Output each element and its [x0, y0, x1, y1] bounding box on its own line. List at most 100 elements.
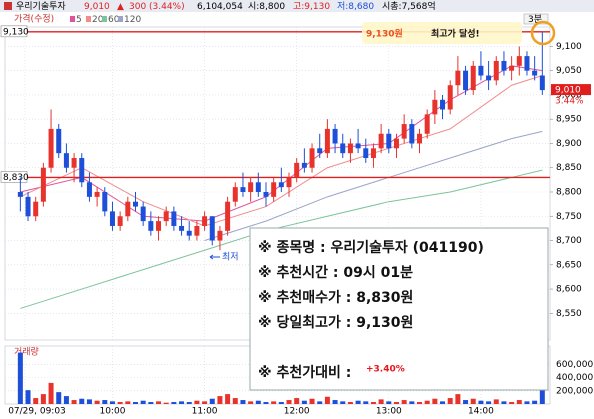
candle-body	[486, 75, 492, 81]
reference-label: 9,130	[3, 27, 29, 37]
volume-bar	[516, 400, 522, 404]
volume-bar	[478, 400, 484, 404]
volume-bar	[501, 401, 507, 404]
volume-tick-label: 600,000	[556, 360, 593, 370]
candle-body	[140, 206, 146, 222]
y-tick-label: 8,850	[556, 163, 582, 173]
volume-bar	[340, 401, 346, 404]
y-tick-label: 8,800	[556, 187, 582, 197]
legend-label: 20	[92, 15, 104, 25]
candle-body	[386, 133, 392, 149]
candle-body	[240, 187, 246, 192]
candle-body	[393, 138, 399, 149]
period[interactable]: 3분	[528, 14, 542, 25]
candle-body	[225, 201, 231, 231]
open: 시:8,800	[248, 1, 285, 12]
high: 고:9,130	[293, 2, 330, 12]
candle-body	[79, 158, 85, 183]
volume-bar	[25, 390, 31, 404]
volume-bar	[324, 396, 330, 404]
volume-bar	[186, 402, 192, 404]
volume-bar	[163, 402, 169, 404]
candle-body	[271, 182, 277, 197]
volume-bar	[48, 382, 54, 404]
reference-label-bg	[0, 171, 28, 183]
candle-body	[255, 182, 261, 192]
volume-bar	[156, 401, 162, 404]
volume-bar	[424, 400, 430, 404]
candle-body	[455, 70, 461, 86]
candle-body	[417, 133, 423, 144]
legend-swatch	[118, 16, 123, 22]
volume-bar	[401, 400, 407, 404]
candle-body	[286, 177, 292, 188]
volume-bar	[217, 396, 223, 404]
volume-bar	[524, 401, 530, 404]
y-tick-label: 8,700	[556, 236, 582, 246]
x-tick-label: 13:00	[376, 407, 402, 417]
last-price-label: 9,010	[555, 86, 581, 96]
volume-bar	[140, 400, 146, 404]
volume-bar	[263, 402, 269, 404]
info-line: ※ 추천매수가 : 8,830원	[258, 290, 413, 306]
volume-bar	[286, 400, 292, 404]
candle-body	[340, 143, 346, 154]
volume-bar	[255, 400, 261, 404]
candle-body	[148, 221, 154, 231]
volume-label: 거래량	[14, 346, 39, 358]
volume-bar	[56, 392, 62, 404]
volume-bar	[509, 402, 515, 404]
volume-bar	[317, 401, 323, 404]
candle-body	[17, 191, 23, 197]
volume-bar	[109, 401, 115, 404]
candle-body	[317, 148, 323, 154]
y-tick-label: 8,600	[556, 285, 582, 295]
candle-body	[163, 211, 169, 222]
low: 저:8,680	[337, 1, 374, 12]
candle-body	[440, 99, 446, 110]
reference-label: 8,830	[3, 173, 29, 183]
y-tick-label: 8,950	[556, 115, 582, 125]
candle-body	[179, 225, 185, 231]
candle-body	[25, 196, 31, 217]
volume-bar	[17, 352, 23, 404]
volume-bar	[309, 398, 315, 404]
peak-circle	[530, 20, 556, 46]
candle-body	[117, 216, 123, 226]
volume-bar	[179, 401, 185, 404]
candle-body	[294, 162, 300, 178]
candle-body	[202, 216, 208, 226]
info-box	[249, 227, 549, 391]
volume-bar	[40, 394, 46, 404]
volume-bar	[86, 399, 92, 404]
candle-body	[156, 221, 162, 231]
candle-body	[470, 65, 476, 91]
info-line: ※ 추천시간 : 09시 01분	[258, 264, 413, 281]
volume-bar	[332, 400, 338, 404]
legend-label: 60	[108, 15, 120, 25]
legend-swatch	[102, 16, 107, 22]
candle-body	[409, 124, 415, 144]
legend-label: 5	[76, 15, 82, 25]
arrow: ▲	[117, 2, 124, 12]
stock-name: 우리기술투자	[16, 1, 66, 12]
volume-bar	[440, 401, 446, 404]
candle-body	[509, 65, 515, 71]
volume-bar	[486, 401, 492, 404]
volume-bar	[33, 398, 39, 404]
volume-bar	[194, 400, 200, 404]
volume-bar	[240, 400, 246, 404]
volume-bar	[432, 398, 438, 404]
candle-body	[324, 128, 330, 154]
reference-label-bg	[0, 25, 28, 38]
candle-body	[209, 216, 215, 241]
info-line: ※ 당일최고가 : 9,130원	[258, 314, 413, 331]
candle-body	[478, 65, 484, 76]
legend-title: 가격(수정)	[14, 13, 54, 25]
x-tick-label: 14:00	[468, 407, 494, 417]
candle-body	[524, 56, 530, 71]
moving-average	[20, 169, 543, 309]
volume-bar	[117, 402, 123, 404]
y-tick-label: 9,050	[556, 66, 582, 76]
volume-bar	[393, 402, 399, 404]
